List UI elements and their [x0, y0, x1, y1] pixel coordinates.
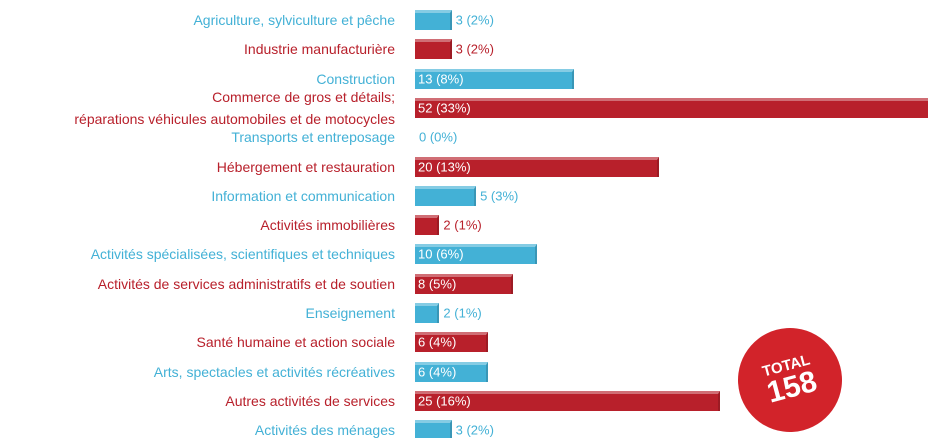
value-label: 52 (33%)	[418, 100, 471, 116]
category-label: Santé humaine et action sociale	[196, 334, 395, 351]
bar	[415, 361, 489, 382]
category-label: Commerce de gros et détails; réparations…	[74, 88, 395, 127]
bar	[415, 420, 452, 438]
value-label: 0 (0%)	[419, 129, 458, 145]
value-label: 13 (8%)	[418, 71, 464, 87]
value-label: 3 (2%)	[455, 12, 494, 28]
value-label: 10 (6%)	[418, 246, 464, 262]
category-label: Enseignement	[305, 305, 395, 321]
bar	[415, 303, 440, 323]
value-label: 5 (3%)	[480, 188, 519, 204]
bar	[415, 97, 928, 118]
category-label: Arts, spectacles et activités récréative…	[153, 363, 395, 380]
bar	[415, 185, 477, 206]
value-label: 20 (13%)	[418, 159, 471, 174]
bar	[415, 39, 452, 60]
category-label: Industrie manufacturière	[244, 41, 395, 58]
category-label: Information et communication	[211, 187, 395, 204]
value-label: 2 (1%)	[443, 305, 482, 321]
value-label: 6 (4%)	[418, 364, 457, 380]
value-label: 8 (5%)	[418, 276, 457, 292]
category-label: Hébergement et restauration	[216, 158, 395, 175]
category-label: Activités de services administratifs et …	[97, 275, 395, 292]
category-label: Construction	[316, 70, 395, 87]
category-label: Activités des ménages	[254, 422, 395, 438]
category-label: Autres activités de services	[225, 392, 395, 409]
total-badge: TOTAL 158	[726, 316, 854, 438]
bar	[415, 68, 574, 89]
value-label: 3 (2%)	[455, 422, 494, 438]
value-label: 25 (16%)	[418, 393, 471, 409]
category-label: Activités spécialisées, scientifiques et…	[90, 246, 395, 263]
value-label: 3 (2%)	[455, 41, 494, 57]
bar	[415, 156, 660, 177]
category-label: Transports et entreposage	[231, 129, 395, 146]
bar	[415, 244, 538, 265]
bar	[415, 273, 513, 294]
category-label: Agriculture, sylviculture et pêche	[193, 12, 395, 28]
category-label: Activités immobilières	[260, 217, 395, 234]
bar	[415, 390, 721, 411]
bar	[415, 10, 452, 30]
bar	[415, 215, 440, 236]
value-label: 2 (1%)	[443, 217, 482, 233]
bar	[415, 332, 489, 353]
value-label: 6 (4%)	[418, 334, 457, 350]
